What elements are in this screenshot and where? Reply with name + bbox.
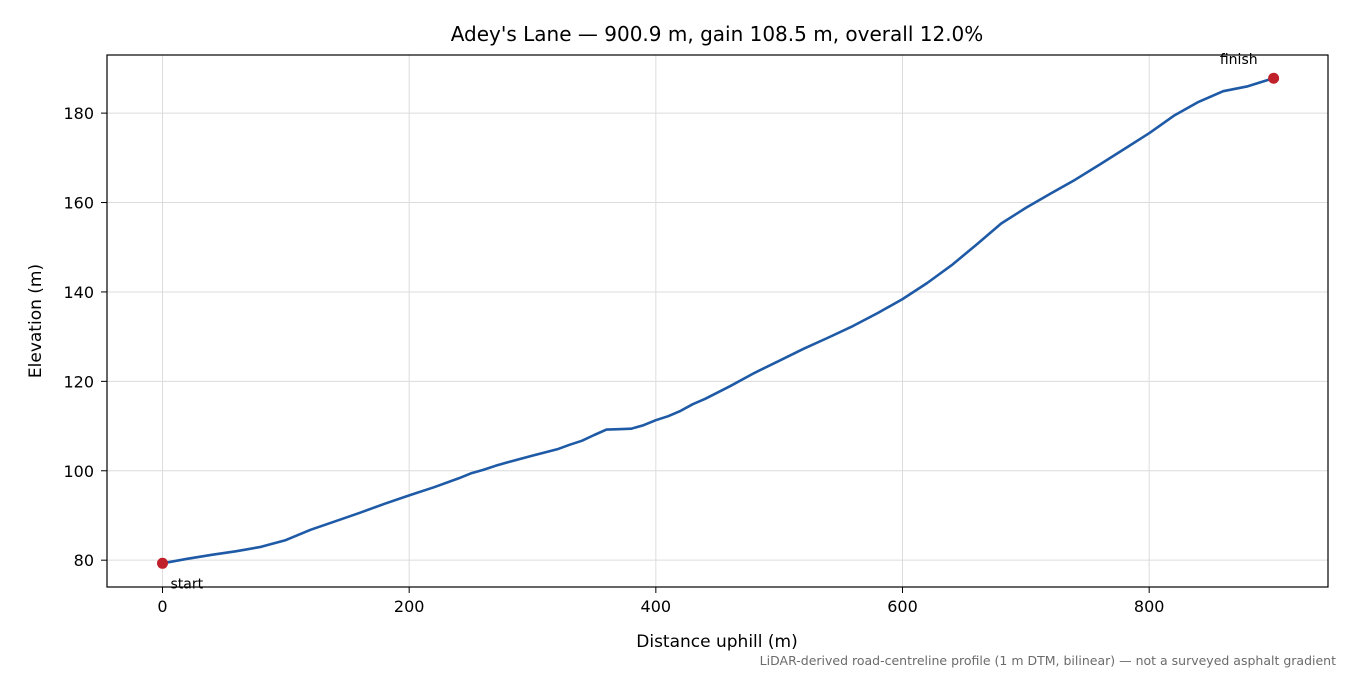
start-marker — [157, 557, 168, 569]
x-tick-label: 200 — [394, 597, 425, 616]
start-label: start — [171, 576, 204, 592]
x-tick-label: 800 — [1134, 597, 1165, 616]
series-layer: start finish — [157, 52, 1280, 592]
finish-label: finish — [1220, 52, 1258, 68]
y-tick-label: 80 — [74, 551, 94, 570]
y-tick-label: 180 — [63, 104, 94, 123]
axis-ticks: 0 200 400 600 800 80 100 120 140 160 180 — [63, 104, 1164, 616]
y-tick-label: 120 — [63, 372, 94, 391]
chart-title: Adey's Lane — 900.9 m, gain 108.5 m, ove… — [451, 22, 984, 46]
y-tick-label: 140 — [63, 283, 94, 302]
finish-marker — [1268, 72, 1280, 84]
y-axis-label: Elevation (m) — [26, 264, 46, 378]
elevation-line — [161, 76, 1275, 565]
x-axis-label: Distance uphill (m) — [636, 632, 797, 652]
y-tick-label: 160 — [63, 194, 94, 213]
y-tick-label: 100 — [63, 462, 94, 481]
chart-footnote: LiDAR-derived road-centreline profile (1… — [760, 653, 1336, 668]
x-tick-label: 400 — [641, 597, 672, 616]
grid-lines — [107, 55, 1328, 587]
plot-area-frame — [106, 54, 1329, 588]
x-tick-label: 0 — [157, 597, 167, 616]
x-tick-label: 600 — [887, 597, 918, 616]
